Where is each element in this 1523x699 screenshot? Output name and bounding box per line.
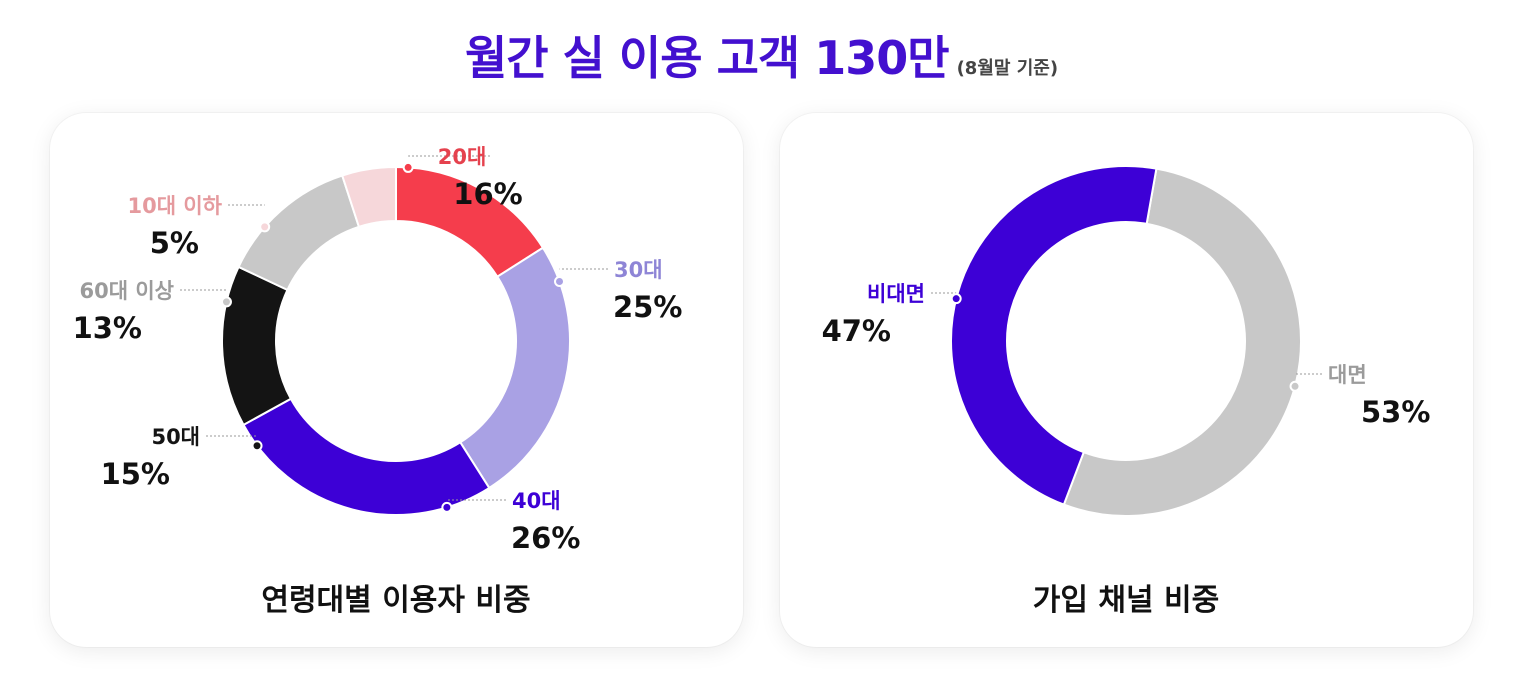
age-chart-caption: 연령대별 이용자 비중 — [261, 583, 530, 618]
headline-note: (8월말 기준) — [956, 58, 1059, 79]
slice-percent: 25% — [613, 290, 682, 324]
slice-percent: 16% — [453, 177, 522, 211]
slice-label: 60대 이상 — [80, 279, 175, 303]
channel-chart-caption: 가입 채널 비중 — [1033, 583, 1220, 618]
leader-dot — [554, 275, 566, 287]
slice-label: 비대면 — [867, 282, 925, 306]
slice-label: 40대 — [512, 489, 561, 513]
donut-slice — [221, 265, 293, 427]
leader-dot — [402, 161, 414, 173]
leader-dot — [950, 293, 962, 305]
leader-dot — [441, 501, 453, 513]
slice-label: 10대 이하 — [128, 194, 223, 218]
slice-label: 대면 — [1328, 363, 1367, 387]
headline-title: 월간 실 이용 고객 130만 — [464, 31, 950, 85]
slice-label: 50대 — [151, 425, 200, 449]
donut-slice — [242, 397, 491, 516]
slice-percent: 47% — [822, 314, 891, 348]
donut-slice — [1062, 167, 1302, 517]
donut-slice — [950, 165, 1158, 506]
donut-slice — [340, 165, 397, 229]
slice-percent: 5% — [150, 226, 199, 260]
slice-percent: 53% — [1361, 395, 1430, 429]
slice-percent: 13% — [73, 311, 142, 345]
slice-label: 30대 — [614, 258, 663, 282]
donut-slice — [237, 174, 361, 292]
headline: 월간 실 이용 고객 130만 (8월말 기준) — [0, 22, 1523, 88]
leader-dot — [251, 440, 263, 452]
slice-label: 20대 — [438, 145, 487, 169]
slice-percent: 15% — [101, 457, 170, 491]
leader-dot — [1289, 380, 1301, 392]
leader-dot — [259, 221, 271, 233]
slice-percent: 26% — [511, 521, 580, 555]
donut-slice — [458, 246, 571, 490]
leader-dot — [220, 296, 232, 308]
